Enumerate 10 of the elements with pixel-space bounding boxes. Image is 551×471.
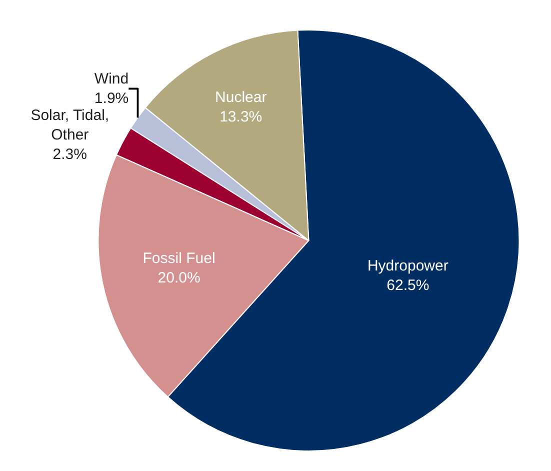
- slice-label: Wind: [94, 70, 129, 88]
- data-label: 1.9%: [94, 90, 129, 107]
- data-label: 13.3%: [220, 108, 262, 126]
- slice-label: Solar, Tidal, Other: [30, 106, 110, 144]
- slice-label: Fossil Fuel: [142, 250, 216, 267]
- slice-label: Hydropower: [367, 257, 448, 274]
- data-label: 20.0%: [158, 269, 200, 286]
- slice-label: Nuclear: [215, 88, 267, 106]
- data-label: 2.3%: [52, 146, 87, 163]
- data-label: 62.5%: [386, 276, 430, 294]
